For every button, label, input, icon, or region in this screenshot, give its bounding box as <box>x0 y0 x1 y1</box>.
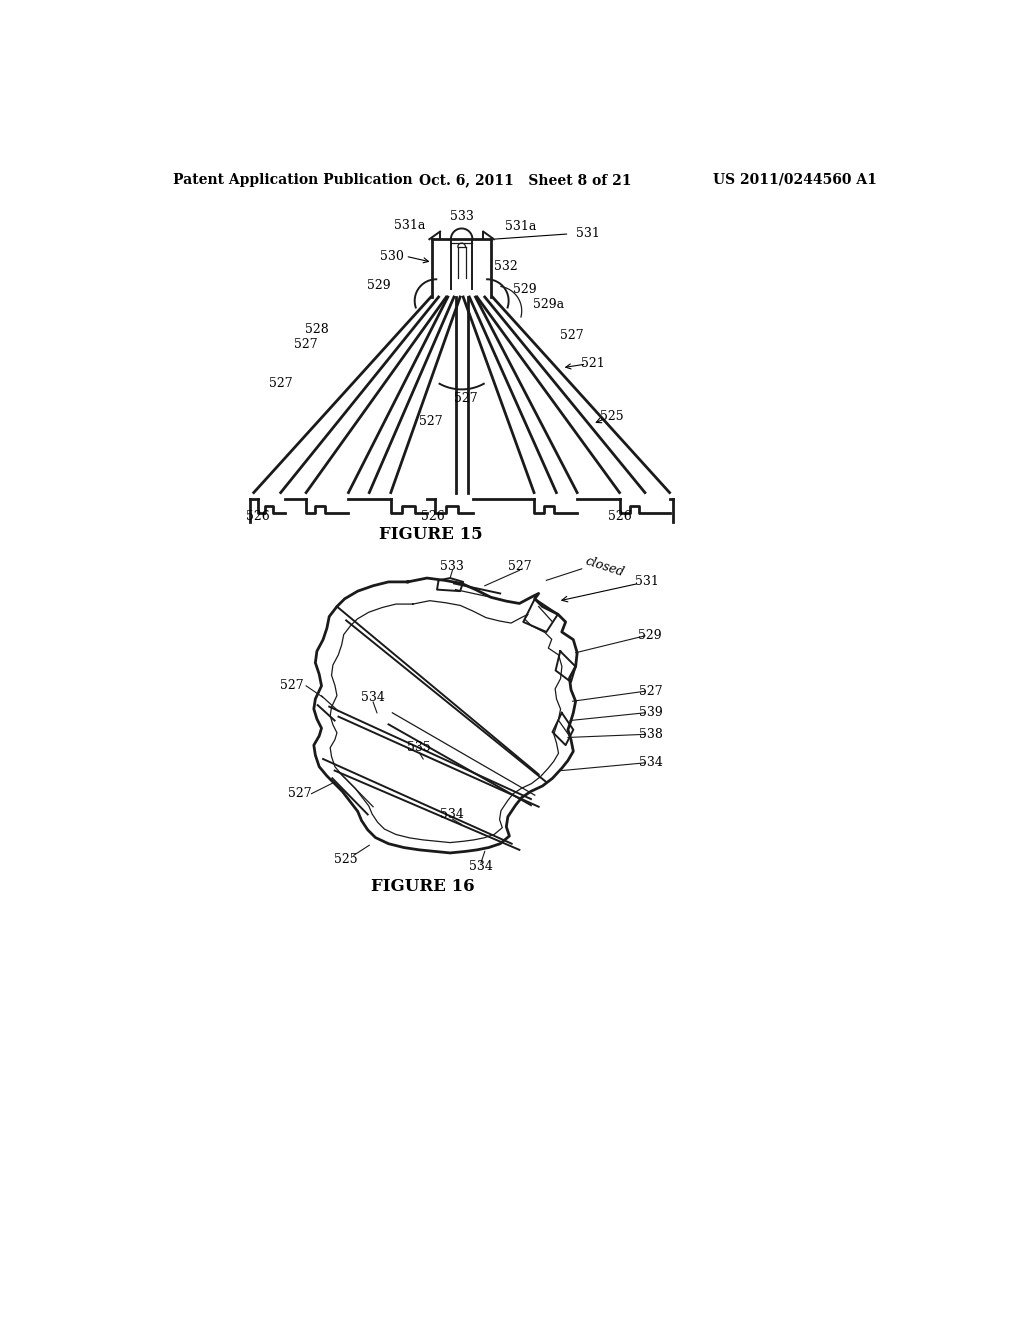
Text: 531a: 531a <box>505 219 537 232</box>
Text: 535: 535 <box>408 741 431 754</box>
Text: 526: 526 <box>246 510 269 523</box>
Text: FIGURE 16: FIGURE 16 <box>372 878 475 895</box>
Text: 530: 530 <box>380 249 403 263</box>
Text: 526: 526 <box>607 510 632 523</box>
Text: 525: 525 <box>600 409 624 422</box>
Text: 534: 534 <box>440 808 464 821</box>
Text: 525: 525 <box>335 853 358 866</box>
Text: 533: 533 <box>450 210 473 223</box>
Text: 534: 534 <box>469 861 493 874</box>
Text: closed: closed <box>584 554 626 579</box>
Text: 527: 527 <box>454 392 477 405</box>
Text: 532: 532 <box>495 260 518 273</box>
Text: 527: 527 <box>508 560 531 573</box>
Text: 538: 538 <box>639 727 663 741</box>
Text: 529a: 529a <box>534 298 564 312</box>
Text: 533: 533 <box>440 560 464 573</box>
Text: 527: 527 <box>269 376 293 389</box>
Text: 526: 526 <box>421 510 445 523</box>
Text: 528: 528 <box>305 323 329 335</box>
Text: 527: 527 <box>639 685 663 698</box>
Text: 529: 529 <box>639 630 663 643</box>
Text: 531: 531 <box>635 576 658 589</box>
Text: 539: 539 <box>639 706 663 719</box>
Text: Patent Application Publication: Patent Application Publication <box>173 173 413 187</box>
Text: 527: 527 <box>288 787 311 800</box>
Text: 534: 534 <box>361 690 385 704</box>
Text: US 2011/0244560 A1: US 2011/0244560 A1 <box>713 173 877 187</box>
Text: 527: 527 <box>560 329 584 342</box>
Text: 531: 531 <box>575 227 599 240</box>
Text: 534: 534 <box>639 756 663 770</box>
Text: 529: 529 <box>367 279 390 292</box>
Text: 529: 529 <box>513 282 537 296</box>
Text: 531a: 531a <box>393 219 425 232</box>
Text: Oct. 6, 2011   Sheet 8 of 21: Oct. 6, 2011 Sheet 8 of 21 <box>419 173 631 187</box>
Text: 527: 527 <box>294 338 317 351</box>
Text: 527: 527 <box>419 416 442 428</box>
Text: 521: 521 <box>581 358 604 371</box>
Text: 527: 527 <box>281 680 304 693</box>
Text: FIGURE 15: FIGURE 15 <box>379 525 482 543</box>
